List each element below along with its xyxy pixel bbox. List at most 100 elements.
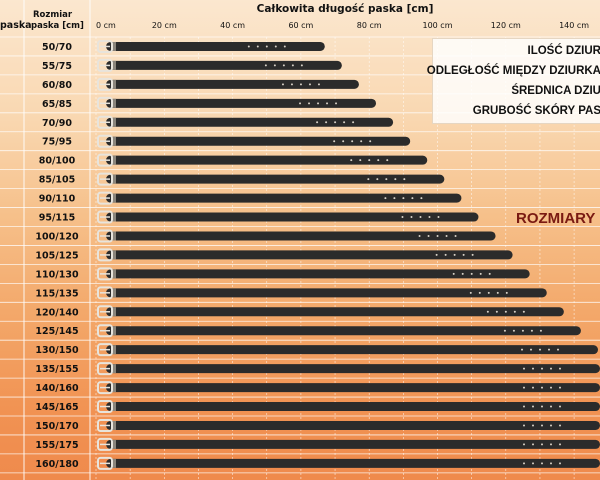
- buckle-frame: [97, 248, 113, 262]
- belt-bar: [106, 250, 513, 260]
- belt-hole: [541, 462, 543, 465]
- belt-hole: [548, 348, 551, 351]
- belt-hole: [360, 140, 363, 143]
- belt-hole: [541, 443, 543, 446]
- belt-hole: [394, 178, 397, 181]
- belt-hole: [532, 386, 534, 389]
- belt-keeper: [113, 155, 116, 165]
- belt-hole: [308, 83, 311, 86]
- belt-hole: [488, 272, 491, 275]
- size-label: 145/165: [35, 402, 78, 413]
- belt-hole: [427, 234, 430, 237]
- belt-keeper: [113, 41, 116, 51]
- belt-hole: [461, 272, 464, 275]
- belt-hole: [550, 462, 552, 465]
- size-label: 120/140: [35, 307, 79, 318]
- size-label: 95/115: [39, 213, 76, 224]
- belt-keeper: [113, 288, 116, 298]
- buckle-frame: [97, 58, 113, 72]
- belt-hole: [559, 386, 561, 389]
- buckle-frame: [97, 115, 113, 129]
- belt-keeper: [113, 383, 116, 393]
- belt-hole: [352, 121, 355, 124]
- size-label: 60/80: [42, 80, 72, 91]
- size-label: 105/125: [35, 250, 78, 261]
- belt-bar: [106, 439, 600, 449]
- buckle-frame: [97, 456, 113, 470]
- belt-hole: [521, 348, 524, 351]
- sizes-label: ROZMIARY: [516, 210, 596, 227]
- belt-hole: [410, 216, 413, 219]
- belt-hole: [342, 140, 345, 143]
- belt-hole: [523, 367, 525, 370]
- buckle-frame: [97, 134, 113, 148]
- belt-bar: [106, 326, 581, 336]
- belt-bar: [106, 212, 479, 222]
- belt-bar: [106, 383, 600, 393]
- belt-hole: [539, 329, 542, 332]
- belt-hole: [530, 329, 533, 332]
- belt-hole: [411, 197, 414, 200]
- belt-hole: [401, 216, 404, 219]
- belt-hole: [539, 348, 542, 351]
- belt-hole: [505, 291, 508, 294]
- belt-keeper: [113, 250, 116, 260]
- belt-hole: [559, 424, 561, 427]
- buckle-frame: [97, 400, 113, 414]
- size-label: 100/120: [35, 231, 79, 242]
- belt-hole: [435, 253, 438, 256]
- belt-hole: [384, 197, 387, 200]
- belt-keeper: [113, 345, 116, 355]
- belt-hole: [532, 424, 534, 427]
- belt-keeper: [113, 364, 116, 374]
- size-label: 150/170: [35, 421, 79, 432]
- belt-keeper: [113, 212, 116, 222]
- belt-hole: [367, 178, 370, 181]
- x-tick-label: 60 cm: [288, 21, 313, 30]
- belt-hole: [523, 443, 525, 446]
- belt-hole: [445, 234, 448, 237]
- buckle-frame: [97, 229, 113, 243]
- belt-keeper: [113, 231, 116, 241]
- x-tick-label: 140 cm: [559, 21, 589, 30]
- size-label: 80/100: [39, 156, 76, 167]
- x-tick-label: 80 cm: [357, 21, 382, 30]
- belt-info-panel: ILOŚĆ DZIUR ODLEGŁOŚĆ MIĘDZY DZIURKA ŚRE…: [427, 38, 600, 124]
- belt-hole: [462, 253, 465, 256]
- belt-hole: [454, 234, 457, 237]
- belt-hole: [359, 159, 362, 162]
- belt-hole: [550, 386, 552, 389]
- belt-hole: [541, 386, 543, 389]
- belt-bar: [106, 136, 411, 146]
- belt-bar: [106, 458, 600, 468]
- belt-hole: [532, 462, 534, 465]
- belt-hole: [325, 121, 328, 124]
- belt-hole: [513, 310, 516, 313]
- belt-hole: [557, 348, 560, 351]
- belt-hole: [523, 424, 525, 427]
- belt-bar: [106, 79, 359, 89]
- belt-keeper: [113, 117, 116, 127]
- size-label: 90/110: [39, 194, 76, 205]
- belt-hole: [419, 216, 422, 219]
- size-label: 70/90: [42, 118, 72, 129]
- belt-keeper: [113, 439, 116, 449]
- belt-hole: [453, 253, 456, 256]
- belt-hole: [428, 216, 431, 219]
- belt-hole: [351, 140, 354, 143]
- belt-hole: [317, 102, 320, 105]
- belt-bar: [106, 288, 547, 298]
- buckle-frame: [97, 305, 113, 319]
- belt-hole: [291, 64, 294, 67]
- belt-hole: [452, 272, 455, 275]
- belt-keeper: [113, 193, 116, 203]
- belt-hole: [247, 45, 250, 48]
- x-tick-label: 100 cm: [422, 21, 452, 30]
- belt-hole: [486, 310, 489, 313]
- belt-hole: [444, 253, 447, 256]
- belt-keeper: [113, 98, 116, 108]
- belt-keeper: [113, 174, 116, 184]
- belt-hole: [437, 216, 440, 219]
- chart-title: Całkowita długość paska [cm]: [257, 3, 434, 15]
